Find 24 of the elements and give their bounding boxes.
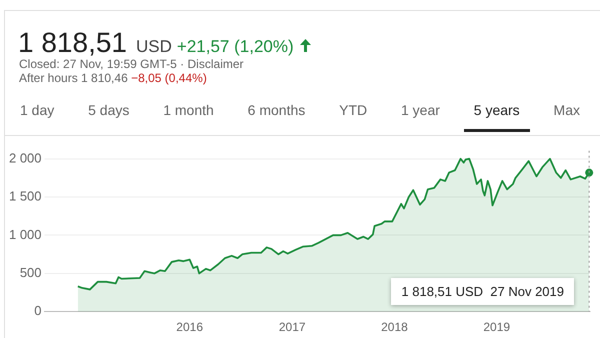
y-tick-label: 1 500 <box>8 188 42 204</box>
chart-subtitle: Closed: 27 Nov, 19:59 GMT-5 · Disclaimer <box>19 57 244 71</box>
text: 1 day <box>19 102 56 118</box>
text: 1 month <box>162 102 215 118</box>
text: 5 years <box>472 102 521 118</box>
x-tick-label: 2017 <box>278 320 306 334</box>
x-tick-label: 2018 <box>381 320 408 334</box>
text: YTD <box>338 102 368 118</box>
y-tick-label: 500 <box>20 264 42 280</box>
text: 5 days <box>87 102 130 118</box>
text: 1 year <box>400 102 441 118</box>
y-tick-label: 1 000 <box>8 226 42 242</box>
x-tick-label: 2016 <box>176 320 204 334</box>
text: +21,57 (1,20%) <box>176 37 294 57</box>
text: 6 months <box>246 102 306 118</box>
text: After hours 1 810,46 <box>19 71 128 85</box>
text: −8,05 (0,44%) <box>131 71 207 85</box>
annotation: 1 818,51 USD 27 Nov 2019 <box>391 278 574 305</box>
y-tick-label: 2 000 <box>8 150 42 166</box>
chart-title: 1 818,51 <box>18 27 127 59</box>
text: Max <box>552 102 581 118</box>
x-tick-label: 2019 <box>483 320 510 334</box>
y-tick-label: 0 <box>34 303 42 318</box>
text: USD <box>136 37 172 57</box>
